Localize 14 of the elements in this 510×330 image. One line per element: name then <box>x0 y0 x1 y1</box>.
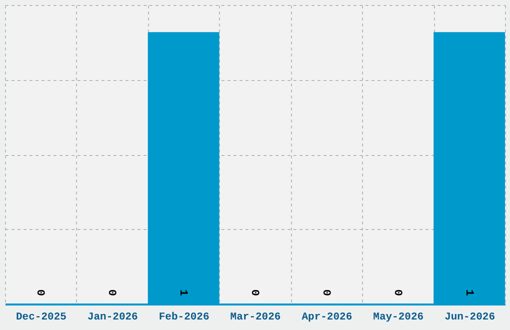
x-tick-label: Feb-2026 <box>158 312 210 324</box>
x-tick-label: Apr-2026 <box>302 312 352 324</box>
x-tick-label: Mar-2026 <box>230 312 281 324</box>
data-label: 0 <box>390 289 403 296</box>
x-tick-label: Jun-2026 <box>444 312 495 324</box>
data-label: 0 <box>319 289 332 296</box>
x-tick-label: May-2026 <box>373 312 424 324</box>
x-tick-label: Dec-2025 <box>16 312 66 324</box>
data-label: 0 <box>248 289 260 296</box>
data-label: 0 <box>34 289 46 296</box>
data-label: 0 <box>105 289 118 296</box>
data-label: 1 <box>462 289 474 296</box>
data-label: 1 <box>176 289 189 296</box>
x-tick-label: Jan-2026 <box>87 312 138 324</box>
